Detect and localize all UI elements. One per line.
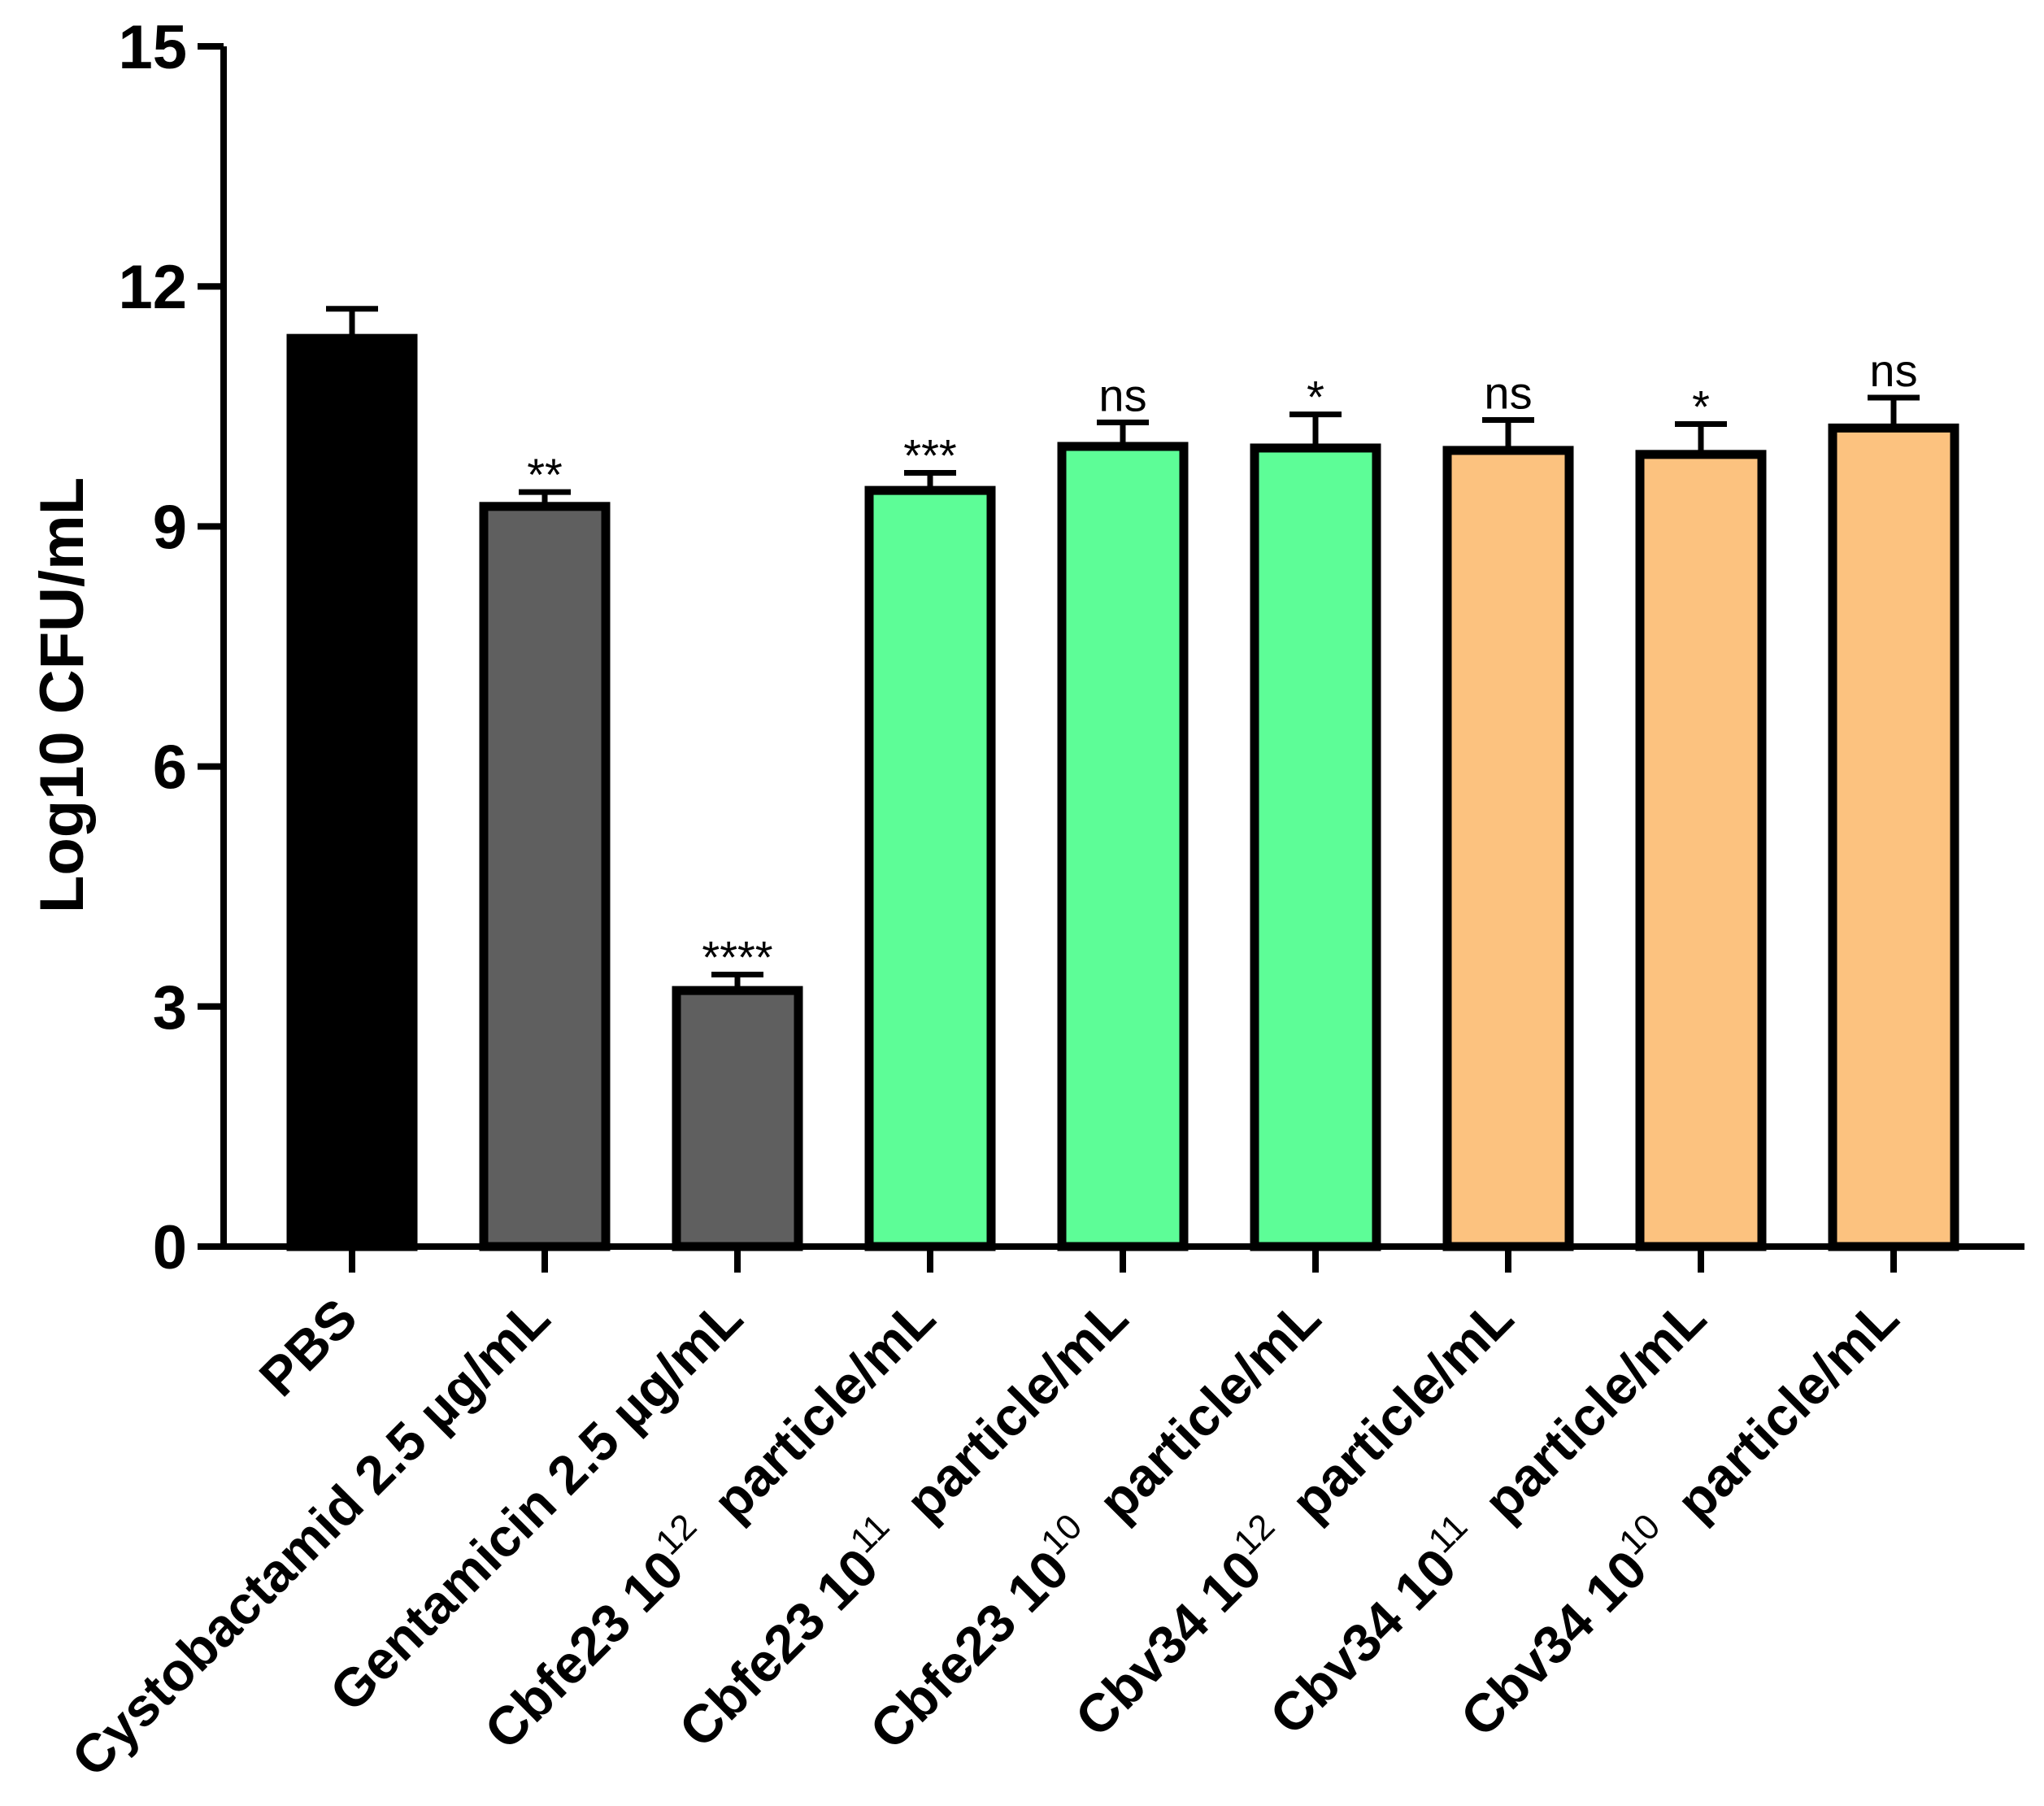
bar [1635,450,1767,1251]
significance-label: * [1307,372,1324,423]
y-axis: 0 3 6 9 12 15 [118,13,227,1282]
y-tick-label: 9 [153,493,187,562]
bar [864,485,996,1251]
x-tick-label: PBS [248,1287,368,1408]
error-bars [326,306,1920,991]
significance-label: *** [903,429,956,481]
bar [1250,443,1381,1251]
error-bar [711,971,763,991]
error-bar [519,489,571,507]
significance-label: * [1692,381,1710,432]
error-bar [326,306,378,339]
bar [1828,423,1959,1251]
bar [1057,442,1189,1251]
significance-labels: *********ns * ns *ns [527,345,1917,982]
bar [1442,446,1574,1251]
error-bar [1482,417,1534,450]
error-bar [1289,411,1342,448]
significance-label: ns [1869,345,1917,396]
significance-label: ns [1098,369,1146,420]
significance-label: ** [527,449,563,500]
bar [672,986,803,1251]
error-bar [904,469,956,491]
significance-label: ns [1484,368,1532,419]
bar [479,502,611,1251]
y-axis-label: Log10 CFU/mL [28,477,97,913]
significance-label: **** [702,931,772,982]
y-tick-label: 0 [153,1213,187,1282]
y-tick-label: 6 [153,733,187,803]
error-bar [1675,420,1727,455]
bar [286,333,418,1251]
y-tick-label: 12 [118,253,187,322]
bars [286,333,1959,1251]
error-bar [1097,419,1149,446]
y-tick-label: 3 [153,973,187,1042]
y-tick-label: 15 [118,13,187,82]
error-bar [1868,394,1920,429]
